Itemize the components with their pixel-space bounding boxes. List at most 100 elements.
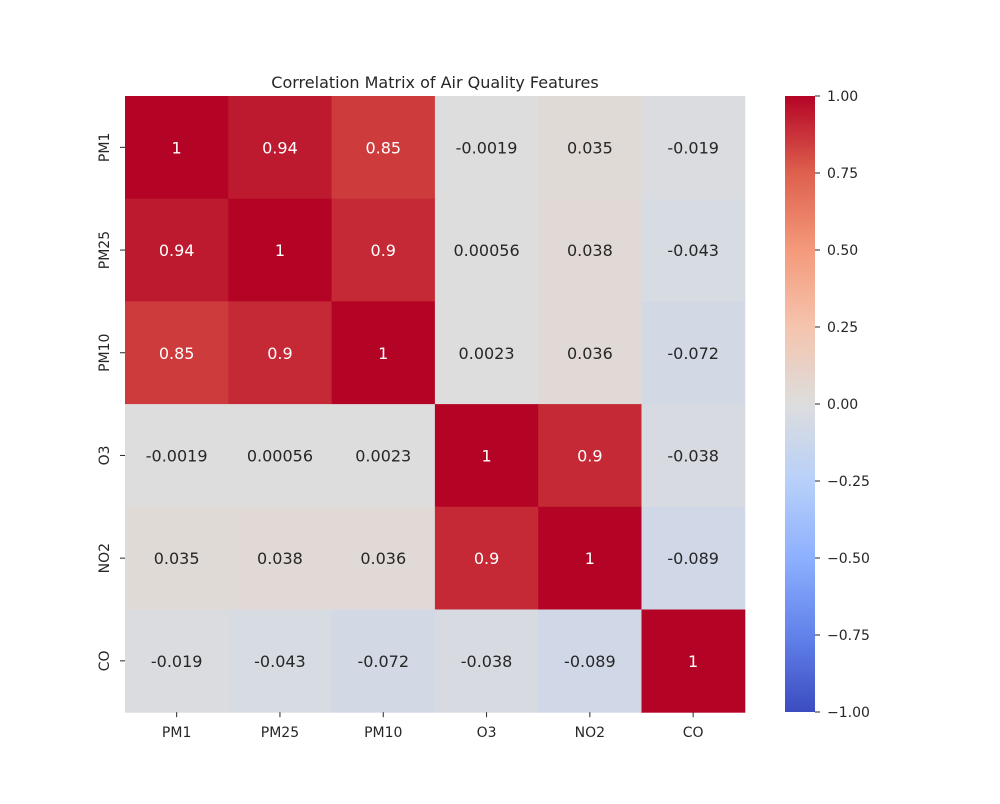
y-tick-label: PM25	[97, 231, 113, 269]
x-tick-label: PM10	[364, 725, 402, 741]
cell-label: -0.038	[667, 446, 719, 465]
heatmap-cell-PM25-CO	[641, 198, 746, 302]
heatmap-cell-NO2-CO	[641, 506, 746, 610]
cell-label: -0.0019	[456, 138, 518, 157]
cell-label: -0.089	[564, 652, 616, 671]
cell-label: 0.9	[577, 446, 602, 465]
cell-label: 0.85	[159, 344, 195, 363]
heatmap-cell-NO2-PM1	[125, 506, 229, 610]
colorbar	[785, 96, 815, 712]
colorbar-tick-label: 0.25	[827, 320, 858, 336]
cell-label: -0.072	[667, 344, 719, 363]
heatmap-cell-labels: 1 0.94 0.85 -0.0019 0.035 -0.019 0.94 1 0.9 0.000…	[146, 138, 719, 671]
heatmap-cell-PM10-CO	[641, 301, 746, 405]
heatmap-cell-NO2-O3	[434, 506, 539, 610]
y-tick-label: PM1	[97, 133, 113, 162]
cell-label: -0.043	[667, 241, 719, 260]
heatmap-cell-O3-NO2	[538, 404, 642, 508]
heatmap-cell-PM10-PM25	[228, 301, 333, 405]
x-axis-ticks: PM1 PM25 PM10 O3 NO2 CO	[162, 712, 704, 741]
cell-label: 0.85	[365, 138, 401, 157]
heatmap-cell-CO-CO	[641, 609, 746, 713]
cell-label: 0.036	[360, 549, 406, 568]
colorbar-tick-label: 0.50	[827, 243, 858, 259]
heatmap-cell-PM1-PM25	[228, 96, 333, 200]
cell-label: 0.9	[371, 241, 396, 260]
cell-label: 1	[275, 241, 285, 260]
heatmap-cell-O3-CO	[641, 404, 746, 508]
cell-label: -0.089	[667, 549, 719, 568]
heatmap-cell-CO-NO2	[538, 609, 642, 713]
cell-label: 1	[688, 652, 698, 671]
heatmap-cell-CO-PM10	[331, 609, 436, 713]
heatmap-cell-PM1-CO	[641, 96, 746, 200]
cell-label: -0.038	[461, 652, 513, 671]
cell-label: 0.0023	[459, 344, 515, 363]
cell-label: 0.038	[567, 241, 613, 260]
cell-label: 1	[585, 549, 595, 568]
cell-label: 0.9	[267, 344, 292, 363]
heatmap-cell-O3-PM10	[331, 404, 436, 508]
colorbar-tick-label: 0.00	[827, 397, 858, 413]
cell-label: 1	[378, 344, 388, 363]
heatmap-cell-PM10-PM10	[331, 301, 436, 405]
heatmap-cell-PM25-PM25	[228, 198, 333, 302]
heatmap-cell-PM1-PM10	[331, 96, 436, 200]
heatmap-cells	[125, 96, 746, 713]
cell-label: 0.0023	[355, 446, 411, 465]
colorbar-tick-label: 1.00	[827, 89, 858, 105]
heatmap-cell-PM10-PM1	[125, 301, 229, 405]
heatmap-cell-PM1-PM1	[125, 96, 229, 200]
heatmap-cell-NO2-PM10	[331, 506, 436, 610]
colorbar-tick-label: −0.25	[827, 474, 870, 490]
heatmap-cell-PM25-PM10	[331, 198, 436, 302]
cell-label: 0.035	[567, 138, 613, 157]
y-tick-label: CO	[97, 650, 113, 671]
heatmap-cell-CO-PM25	[228, 609, 333, 713]
cell-label: -0.0019	[146, 446, 208, 465]
cell-label: 0.94	[159, 241, 195, 260]
heatmap-cell-PM10-NO2	[538, 301, 642, 405]
x-tick-label: O3	[477, 725, 497, 741]
y-tick-label: NO2	[97, 543, 113, 573]
heatmap-cell-O3-PM1	[125, 404, 229, 508]
heatmap-cell-PM1-NO2	[538, 96, 642, 200]
colorbar-tick-label: 0.75	[827, 166, 858, 182]
cell-label: 0.9	[474, 549, 499, 568]
y-tick-label: O3	[97, 445, 113, 465]
heatmap-cell-O3-PM25	[228, 404, 333, 508]
colorbar-tick-label: −1.00	[827, 705, 870, 721]
cell-label: 0.036	[567, 344, 613, 363]
heatmap-cell-CO-O3	[434, 609, 539, 713]
cell-label: 0.94	[262, 138, 298, 157]
heatmap-cell-PM25-NO2	[538, 198, 642, 302]
colorbar-tick-label: −0.75	[827, 628, 870, 644]
x-tick-label: PM25	[261, 725, 299, 741]
heatmap-cell-PM25-O3	[434, 198, 539, 302]
cell-label: 0.035	[154, 549, 200, 568]
cell-label: 0.038	[257, 549, 303, 568]
heatmap-cell-PM10-O3	[434, 301, 539, 405]
heatmap-cell-PM25-PM1	[125, 198, 229, 302]
cell-label: 0.00056	[247, 446, 313, 465]
colorbar-tick-label: −0.50	[827, 551, 870, 567]
heatmap-cell-CO-PM1	[125, 609, 229, 713]
heatmap-cell-O3-O3	[434, 404, 539, 508]
heatmap-cell-NO2-NO2	[538, 506, 642, 610]
y-axis-ticks: PM1 PM25 PM10 O3 NO2 CO	[97, 133, 125, 671]
x-tick-label: PM1	[162, 725, 191, 741]
cell-label: -0.019	[151, 652, 203, 671]
cell-label: 0.00056	[453, 241, 519, 260]
colorbar-ticks: 1.00 0.75 0.50 0.25 0.00 −0.25 −0.50 −0.75 −1.00	[815, 89, 870, 721]
heatmap-cell-NO2-PM25	[228, 506, 333, 610]
cell-label: 1	[172, 138, 182, 157]
cell-label: -0.072	[357, 652, 409, 671]
heatmap-cell-PM1-O3	[434, 96, 539, 200]
chart-title: Correlation Matrix of Air Quality Featur…	[271, 73, 598, 92]
x-tick-label: CO	[683, 725, 704, 741]
cell-label: -0.019	[667, 138, 719, 157]
y-tick-label: PM10	[97, 334, 113, 372]
cell-label: 1	[481, 446, 491, 465]
